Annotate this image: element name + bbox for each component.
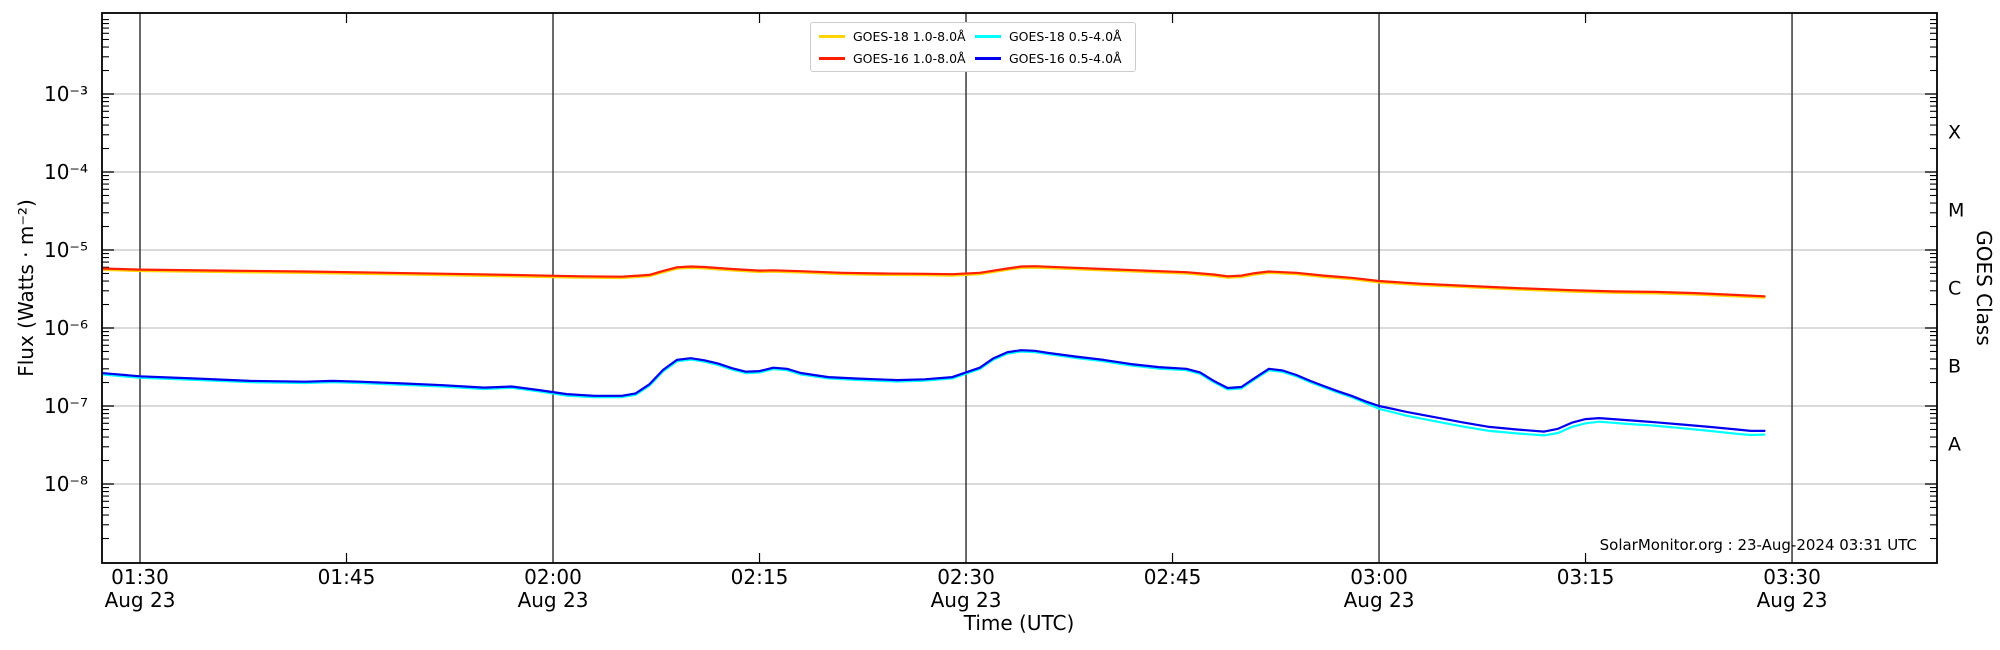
flux-curve-goes-18-0-5-4-0- <box>102 350 1766 437</box>
flux-curve-goes-16-0-5-4-0- <box>102 349 1766 433</box>
x-tick-date-label: Aug 23 <box>930 588 1002 612</box>
watermark-text: SolarMonitor.org : 23-Aug-2024 03:31 UTC <box>1599 536 1917 554</box>
legend-line-swatch <box>819 56 845 60</box>
goes-class-axis-label: GOES Class <box>1972 230 1996 346</box>
goes-class-label-x: X <box>1948 121 1962 144</box>
legend-line-swatch <box>819 34 845 38</box>
goes-class-label-b: B <box>1948 355 1962 378</box>
x-tick-label: 02:30 <box>937 565 995 589</box>
x-tick-label: 03:15 <box>1556 565 1615 589</box>
x-tick-label: 02:45 <box>1143 565 1202 589</box>
legend-label: GOES-18 0.5-4.0Å <box>1009 28 1122 44</box>
legend-entry: GOES-18 1.0-8.0Å <box>819 25 975 47</box>
x-tick-date-label: Aug 23 <box>1343 588 1415 612</box>
legend-label: GOES-18 1.0-8.0Å <box>853 28 966 44</box>
x-tick-date-label: Aug 23 <box>1756 588 1828 612</box>
x-tick-label: 01:45 <box>317 565 376 589</box>
flux-curve-goes-18-1-0-8-0- <box>102 266 1766 299</box>
x-tick-label: 02:00 <box>524 565 582 589</box>
plot-border <box>101 12 1938 564</box>
legend-line-swatch <box>975 56 1001 60</box>
x-tick-label: 03:00 <box>1350 565 1408 589</box>
legend-line-swatch <box>975 34 1001 38</box>
goes-class-label-c: C <box>1948 277 1962 300</box>
goes-class-label-m: M <box>1948 199 1965 222</box>
x-tick-date-label: Aug 23 <box>104 588 176 612</box>
legend-entry: GOES-16 0.5-4.0Å <box>975 47 1131 69</box>
x-tick-label: 02:15 <box>730 565 789 589</box>
x-tick-date-label: Aug 23 <box>517 588 589 612</box>
time-axis-label: Time (UTC) <box>963 611 1075 635</box>
flux-curve-goes-16-1-0-8-0- <box>102 265 1766 298</box>
y-tick-label: 10⁻³ <box>43 82 88 106</box>
x-tick-label: 03:30 <box>1763 565 1821 589</box>
y-tick-label: 10⁻⁵ <box>43 238 88 262</box>
legend-entry: GOES-18 0.5-4.0Å <box>975 25 1131 47</box>
y-tick-label: 10⁻⁴ <box>43 160 88 184</box>
legend-column: GOES-18 0.5-4.0Å GOES-16 0.5-4.0Å <box>975 25 1131 69</box>
legend: GOES-18 1.0-8.0Å GOES-16 1.0-8.0Å GOES-18 … <box>810 22 1136 72</box>
legend-column: GOES-18 1.0-8.0Å GOES-16 1.0-8.0Å <box>819 25 975 69</box>
x-tick-label: 01:30 <box>111 565 169 589</box>
legend-entry: GOES-16 1.0-8.0Å <box>819 47 975 69</box>
y-tick-label: 10⁻⁶ <box>43 316 88 340</box>
legend-label: GOES-16 1.0-8.0Å <box>853 50 966 66</box>
y-tick-label: 10⁻⁷ <box>43 394 88 418</box>
goes-class-label-a: A <box>1948 433 1961 456</box>
flux-axis-label: Flux (Watts · m⁻²) <box>14 199 38 377</box>
legend-label: GOES-16 0.5-4.0Å <box>1009 50 1122 66</box>
y-tick-label: 10⁻⁸ <box>43 472 88 496</box>
